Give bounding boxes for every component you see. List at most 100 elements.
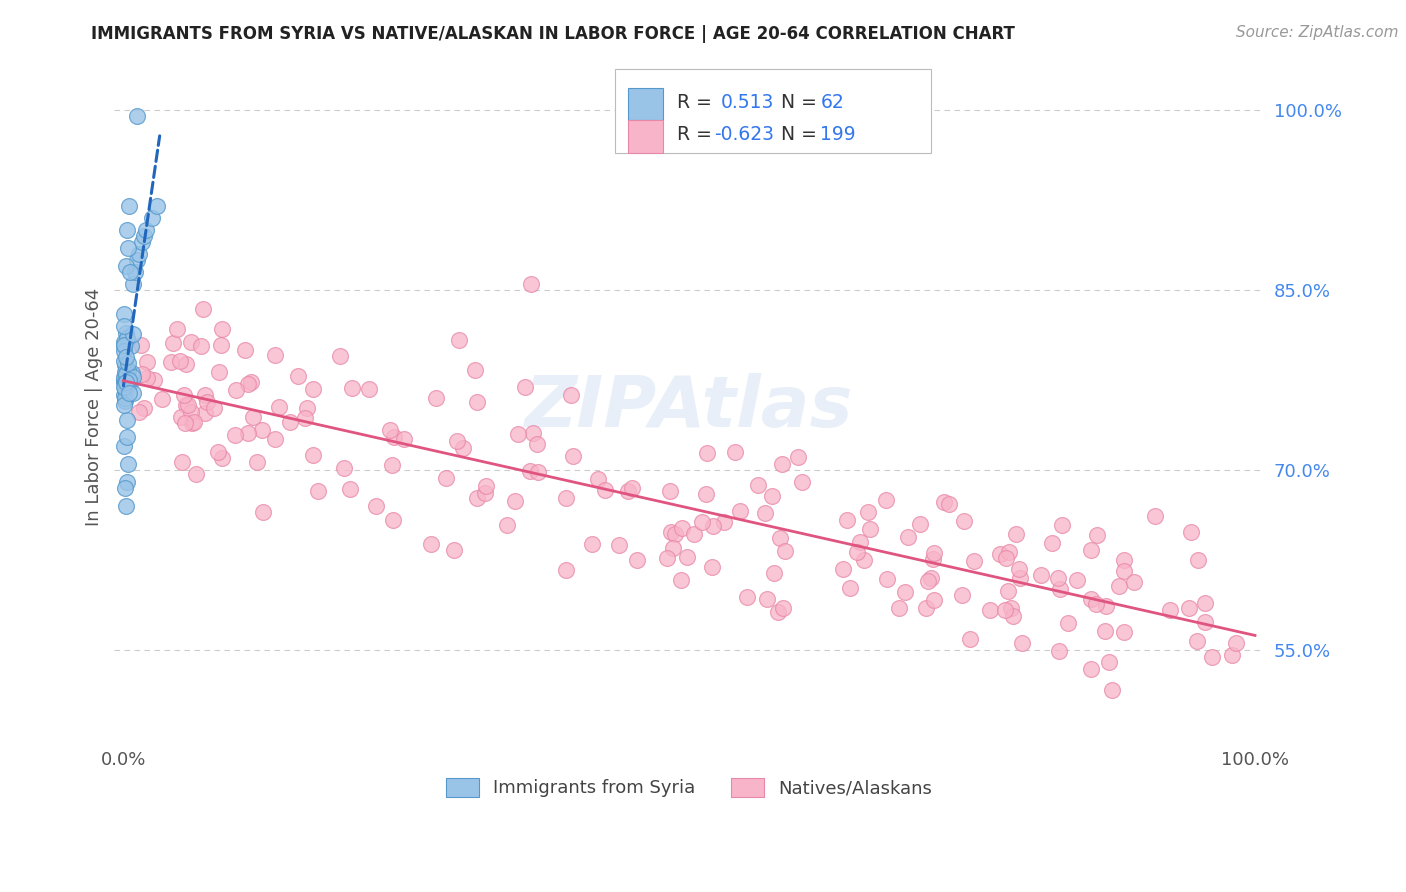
Point [856, 505, 879, 519]
Point [307, 483, 329, 498]
Point [420, 537, 443, 551]
Point [295, 401, 318, 415]
Point [1101, 682, 1123, 697]
Point [166, 321, 188, 335]
Point [162, 336, 184, 351]
Point [121, 369, 143, 384]
Point [180, 334, 202, 349]
Point [378, 423, 401, 437]
Point [526, 436, 548, 450]
Point [112, 374, 135, 388]
Point [464, 362, 486, 376]
Point [112, 334, 135, 349]
Point [761, 489, 783, 503]
Point [876, 572, 898, 586]
Point [917, 574, 939, 589]
Point [922, 593, 945, 607]
Point [301, 448, 323, 462]
Point [910, 516, 932, 531]
Point [128, 405, 150, 419]
Point [1066, 574, 1088, 588]
Point [114, 393, 136, 408]
Point [676, 550, 699, 565]
Point [988, 547, 1011, 561]
Point [114, 481, 136, 495]
Point [695, 487, 717, 501]
Point [112, 439, 135, 453]
Point [595, 483, 617, 497]
Point [766, 605, 789, 619]
Point [120, 339, 142, 353]
Point [659, 525, 682, 540]
Point [1008, 562, 1031, 576]
Point [555, 491, 578, 505]
Point [560, 388, 582, 402]
Point [115, 223, 138, 237]
Point [125, 110, 148, 124]
Point [894, 584, 917, 599]
Point [141, 211, 163, 226]
Point [846, 545, 869, 559]
Point [522, 426, 544, 441]
Point [465, 491, 488, 505]
Point [190, 339, 212, 353]
Point [702, 559, 724, 574]
Point [242, 410, 264, 425]
Point [889, 601, 911, 615]
Point [120, 376, 142, 391]
Point [287, 369, 309, 384]
Point [1080, 543, 1102, 558]
Point [434, 471, 457, 485]
Point [246, 455, 269, 469]
Point [115, 412, 138, 426]
Point [897, 530, 920, 544]
Point [994, 603, 1017, 617]
Point [690, 515, 713, 529]
Point [117, 356, 139, 370]
Point [449, 333, 471, 347]
Point [114, 368, 136, 382]
Point [174, 357, 197, 371]
Point [997, 584, 1019, 599]
Point [146, 199, 169, 213]
Point [835, 513, 858, 527]
Point [263, 432, 285, 446]
Point [294, 411, 316, 425]
Point [554, 563, 576, 577]
Point [979, 603, 1001, 617]
Point [747, 478, 769, 492]
Point [112, 307, 135, 321]
Point [849, 535, 872, 549]
Point [112, 398, 135, 412]
Point [112, 375, 135, 389]
Point [626, 553, 648, 567]
Point [1144, 509, 1167, 524]
Point [446, 434, 468, 448]
Point [443, 542, 465, 557]
Point [208, 365, 231, 379]
Point [997, 545, 1019, 559]
Y-axis label: In Labor Force | Age 20-64: In Labor Force | Age 20-64 [86, 288, 103, 526]
Point [115, 326, 138, 341]
Point [696, 446, 718, 460]
Point [115, 367, 138, 381]
Point [1201, 650, 1223, 665]
Point [121, 366, 143, 380]
Text: R =: R = [676, 125, 717, 145]
Point [1031, 568, 1053, 582]
Point [839, 581, 862, 595]
Text: -0.623: -0.623 [714, 125, 775, 145]
Point [496, 517, 519, 532]
Point [112, 353, 135, 368]
Point [252, 505, 274, 519]
Point [112, 370, 135, 384]
Point [586, 472, 609, 486]
Point [211, 451, 233, 466]
Point [115, 333, 138, 347]
Point [381, 513, 404, 527]
Point [131, 337, 153, 351]
Point [713, 515, 735, 529]
Point [519, 463, 541, 477]
Point [364, 499, 387, 513]
Point [115, 376, 138, 390]
